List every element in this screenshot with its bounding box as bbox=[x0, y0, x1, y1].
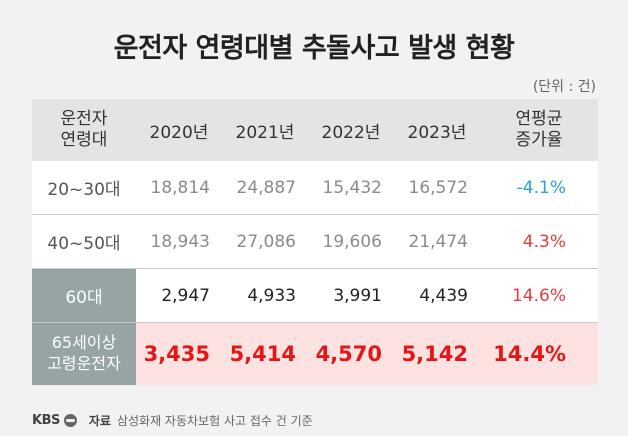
page-title: 운전자 연령대별 추돌사고 발생 현황 bbox=[113, 33, 515, 64]
source-label: 자료 bbox=[88, 414, 111, 428]
growth-rate-cell: 14.4% bbox=[493, 342, 566, 366]
table-cell: 3,435 bbox=[143, 342, 210, 366]
table-cell: 27,086 bbox=[236, 231, 296, 252]
footer: KBS 자료 삼성화재 자동차보험 사고 접수 건 기준 bbox=[32, 412, 313, 429]
table-cell: 5,142 bbox=[401, 342, 468, 366]
table-cell: 2,947 bbox=[161, 285, 210, 306]
header-2022: 2022년 bbox=[321, 122, 381, 143]
row-label: 20~30대 bbox=[32, 161, 136, 214]
table-cell: 18,943 bbox=[150, 231, 210, 252]
kbs-logo-icon bbox=[63, 414, 77, 427]
table-cell: 5,414 bbox=[229, 342, 296, 366]
growth-rate-cell: -4.1% bbox=[516, 177, 566, 198]
table-cell: 4,570 bbox=[315, 342, 382, 366]
header-2020: 2020년 bbox=[149, 122, 209, 143]
kbs-logo: KBS bbox=[32, 413, 60, 428]
table-cell: 21,474 bbox=[408, 231, 468, 252]
source-text: 삼성화재 자동차보험 사고 접수 건 기준 bbox=[116, 414, 313, 428]
table-header-row: 운전자 연령대 2020년 2021년 2022년 2023년 연평균 증가율 bbox=[32, 99, 598, 161]
row-label: 40~50대 bbox=[32, 215, 136, 268]
table-cell: 15,432 bbox=[322, 177, 382, 198]
growth-rate-cell: 14.6% bbox=[511, 285, 566, 306]
unit-label: (단위 : 건) bbox=[532, 79, 596, 95]
header-2023: 2023년 bbox=[407, 122, 467, 143]
table-cell: 24,887 bbox=[236, 177, 296, 198]
table-cell: 4,933 bbox=[247, 285, 296, 306]
row-label: 65세이상 고령운전자 bbox=[32, 323, 136, 385]
table-row: 20~30대 18,814 24,887 15,432 16,572 -4.1% bbox=[32, 161, 598, 215]
table-cell: 4,439 bbox=[419, 285, 468, 306]
table-row: 40~50대 18,943 27,086 19,606 21,474 4.3% bbox=[32, 215, 598, 269]
accident-table: 운전자 연령대 2020년 2021년 2022년 2023년 연평균 증가율 … bbox=[32, 99, 598, 385]
growth-rate-cell: 4.3% bbox=[522, 231, 566, 252]
header-growth-rate: 연평균 증가율 bbox=[515, 108, 563, 150]
table-cell: 18,814 bbox=[150, 177, 210, 198]
table-cell: 16,572 bbox=[408, 177, 468, 198]
table-row-highlight: 65세이상 고령운전자 3,435 5,414 4,570 5,142 14.4… bbox=[32, 323, 598, 385]
table-cell: 19,606 bbox=[322, 231, 382, 252]
row-label: 60대 bbox=[32, 269, 136, 322]
header-2021: 2021년 bbox=[235, 122, 295, 143]
table-row: 60대 2,947 4,933 3,991 4,439 14.6% bbox=[32, 269, 598, 323]
header-age-group: 운전자 연령대 bbox=[60, 108, 108, 150]
table-cell: 3,991 bbox=[333, 285, 382, 306]
